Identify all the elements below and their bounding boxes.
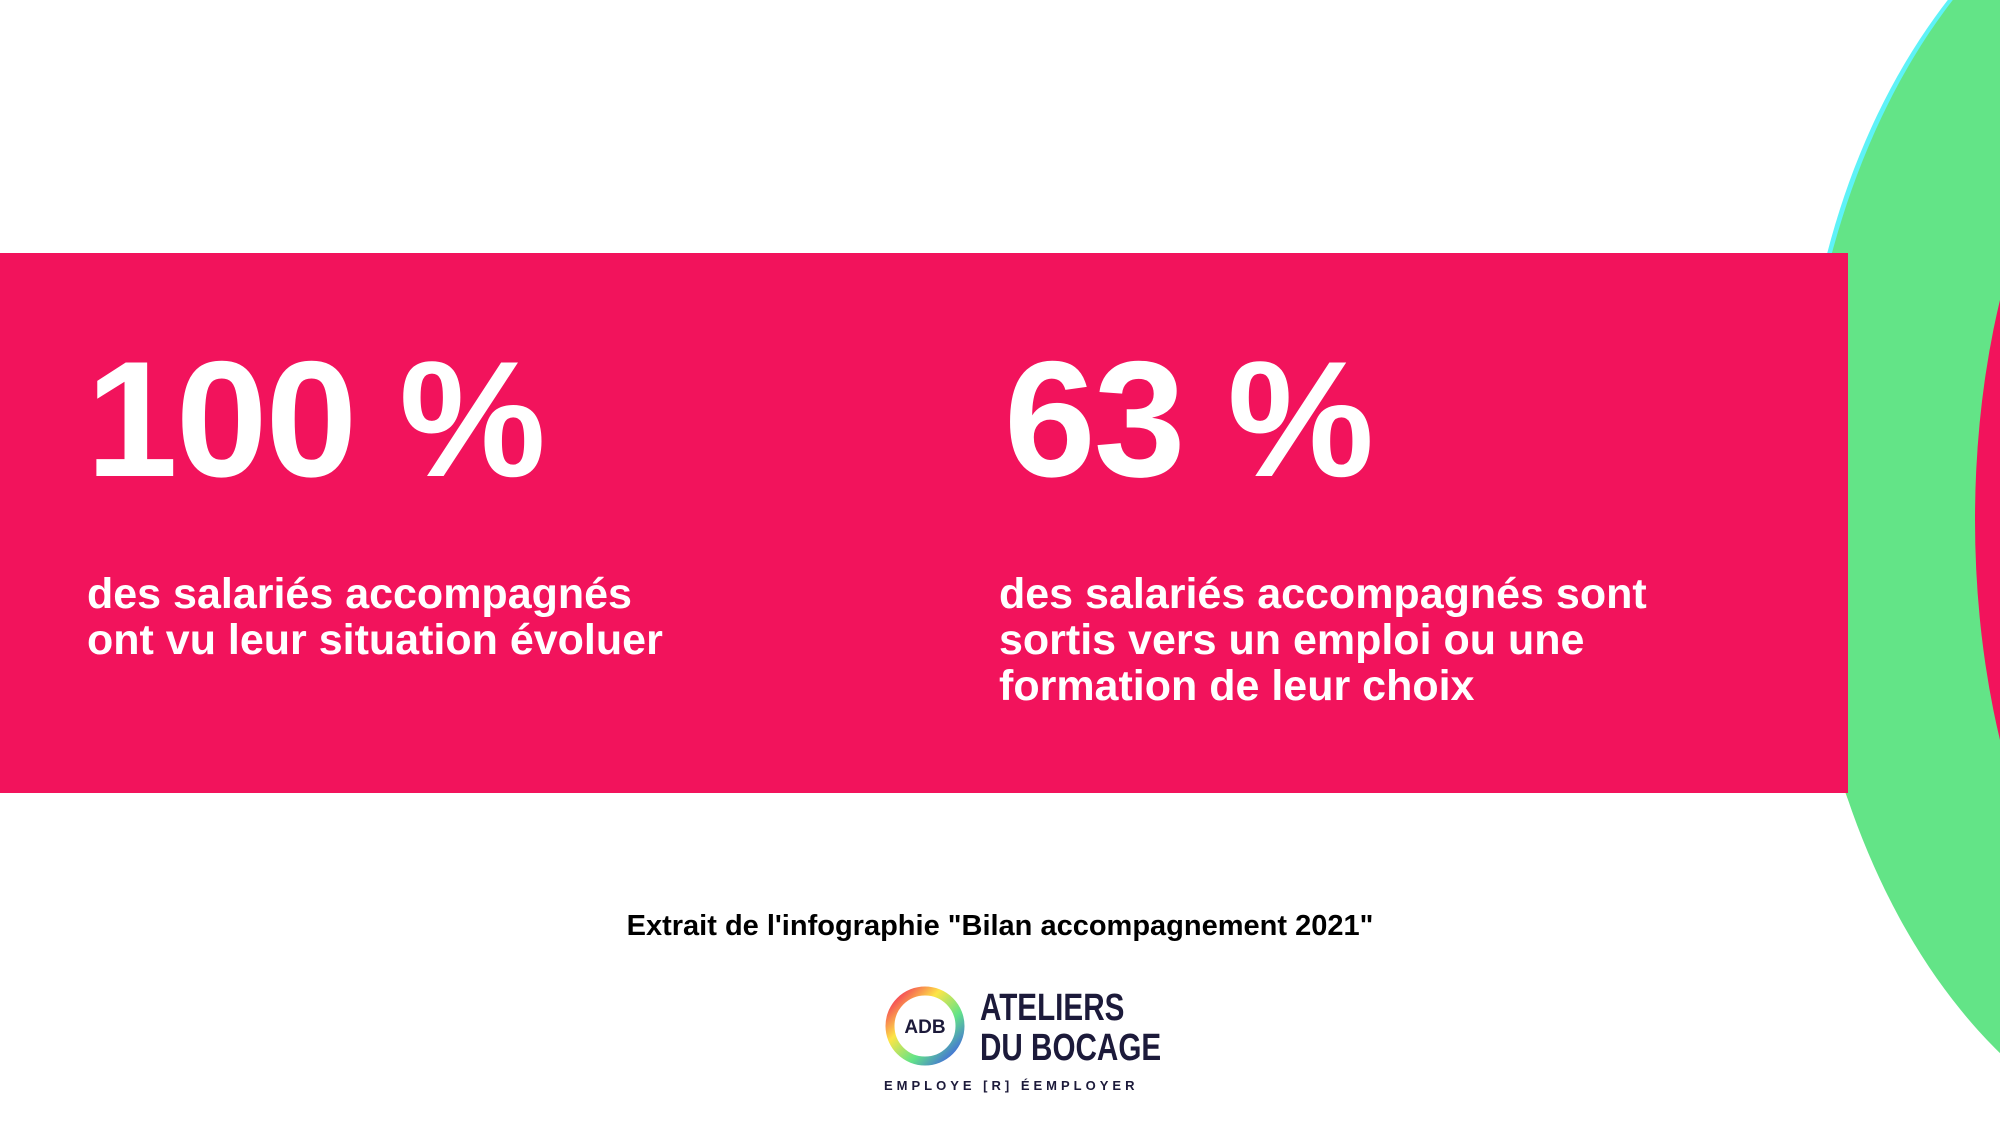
infographic-caption: Extrait de l'infographie "Bilan accompag… xyxy=(626,910,1374,942)
stat-description-2-line-2: sortis vers un emploi ou une xyxy=(999,616,1585,664)
stat-description-1: des salariés accompagnés ont vu leur sit… xyxy=(87,571,663,663)
stats-band: 100 % des salariés accompagnés ont vu le… xyxy=(0,253,1848,793)
ateliers-du-bocage-logo: ADB ATELIERS DU BOCAGE EMPLOYE [R] ÉEMPL… xyxy=(884,985,1161,1095)
stat-description-1-line-1: des salariés accompagnés xyxy=(87,570,632,618)
stat-description-2-line-3: formation de leur choix xyxy=(999,662,1475,710)
logo-line-2: DU BOCAGE xyxy=(980,1027,1162,1069)
logo-line-1: ATELIERS xyxy=(980,987,1125,1029)
stat-description-1-line-2: ont vu leur situation évoluer xyxy=(87,616,663,664)
logo-ring-icon: ADB xyxy=(885,986,965,1066)
stat-description-2-line-1: des salariés accompagnés sont xyxy=(999,570,1647,618)
stat-value-1: 100 % xyxy=(86,327,546,511)
green-arc xyxy=(1800,0,2000,1053)
band-arc xyxy=(1975,300,2000,740)
logo-tagline: EMPLOYE [R] ÉEMPLOYER xyxy=(884,1078,1139,1093)
logo-monogram: ADB xyxy=(904,1017,945,1038)
stat-description-2: des salariés accompagnés sont sortis ver… xyxy=(999,571,1647,709)
stat-value-2: 63 % xyxy=(1004,327,1374,511)
